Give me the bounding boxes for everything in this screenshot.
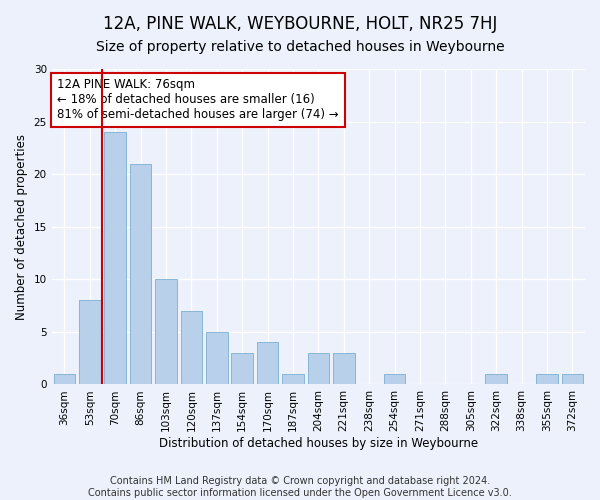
Bar [130,164,151,384]
Bar [232,353,253,384]
Bar [333,353,355,384]
Bar [206,332,227,384]
Bar [181,311,202,384]
Bar [104,132,126,384]
Text: Contains HM Land Registry data © Crown copyright and database right 2024.
Contai: Contains HM Land Registry data © Crown c… [88,476,512,498]
Bar [384,374,406,384]
Bar [79,300,101,384]
Bar [308,353,329,384]
Y-axis label: Number of detached properties: Number of detached properties [15,134,28,320]
Bar [257,342,278,384]
Bar [53,374,75,384]
Text: 12A, PINE WALK, WEYBOURNE, HOLT, NR25 7HJ: 12A, PINE WALK, WEYBOURNE, HOLT, NR25 7H… [103,15,497,33]
Text: Size of property relative to detached houses in Weybourne: Size of property relative to detached ho… [95,40,505,54]
Text: 12A PINE WALK: 76sqm
← 18% of detached houses are smaller (16)
81% of semi-detac: 12A PINE WALK: 76sqm ← 18% of detached h… [57,78,338,122]
Bar [536,374,557,384]
Bar [282,374,304,384]
Bar [155,280,177,384]
X-axis label: Distribution of detached houses by size in Weybourne: Distribution of detached houses by size … [159,437,478,450]
Bar [485,374,507,384]
Bar [562,374,583,384]
